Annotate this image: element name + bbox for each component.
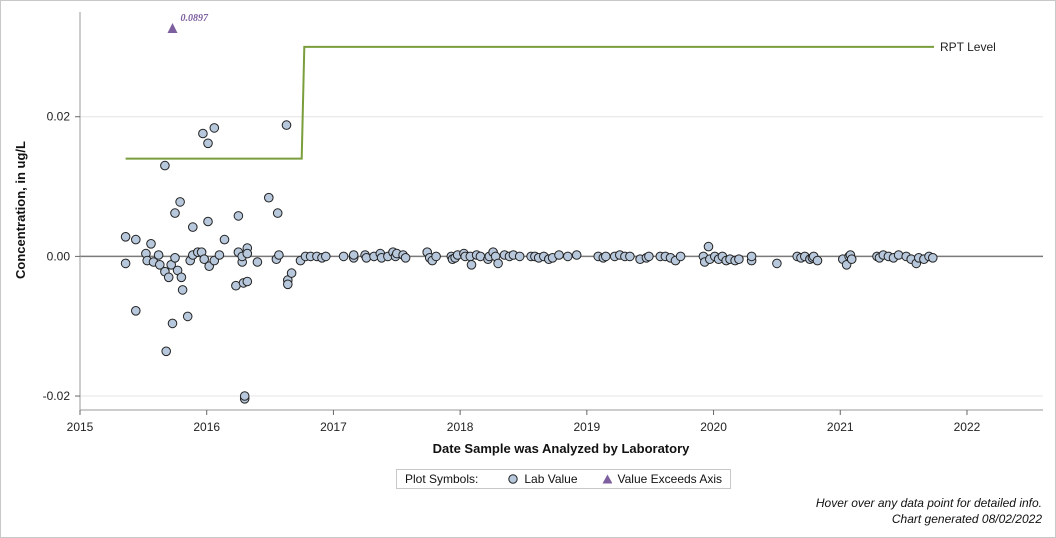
lab-value-point xyxy=(812,255,823,266)
y-axis-title: Concentration, in ug/L xyxy=(13,141,28,279)
lab-value-point xyxy=(175,197,185,207)
lab-value-point xyxy=(170,252,180,263)
x-tick-label: 2018 xyxy=(447,420,474,434)
tick-labels: -0.02 0.00 0.02 2015 2016 2017 2018 2019 2020 202… xyxy=(43,110,981,434)
y-tick-label: -0.02 xyxy=(43,389,71,403)
lab-value-point xyxy=(120,232,131,242)
lab-value-point xyxy=(734,254,744,265)
lab-value-point xyxy=(131,306,141,316)
lab-value-point xyxy=(644,251,654,262)
legend: Plot Symbols: Lab Value Value Exceeds Ax… xyxy=(396,469,732,489)
lab-value-point xyxy=(161,346,171,357)
lab-value-point xyxy=(176,272,187,283)
lab-value-point xyxy=(233,211,244,221)
axes xyxy=(75,12,1043,415)
lab-value-point xyxy=(703,241,714,252)
x-tick-label: 2017 xyxy=(320,420,347,434)
y-tick-label: 0.00 xyxy=(47,249,71,263)
lab-value-point xyxy=(348,250,359,260)
lab-value-point xyxy=(160,160,170,171)
lab-value-point xyxy=(203,216,213,227)
lab-value-point xyxy=(846,254,857,265)
lab-value-point xyxy=(198,128,208,139)
x-tick-label: 2021 xyxy=(827,420,854,434)
lab-value-point xyxy=(153,250,164,260)
x-tick-label: 2019 xyxy=(573,420,600,434)
lab-value-legend-icon xyxy=(508,474,519,484)
lab-value-point xyxy=(170,208,180,218)
lab-value-point xyxy=(286,268,297,278)
rpt-level-group: RPT Level xyxy=(125,40,996,160)
exceed-marker xyxy=(167,23,178,33)
lab-value-point xyxy=(219,234,230,245)
lab-value-point xyxy=(928,252,938,263)
lab-value-point xyxy=(601,251,611,262)
lab-value-point xyxy=(252,257,263,267)
lab-value-point xyxy=(239,391,250,401)
lab-value-point xyxy=(563,251,573,262)
lab-value-point xyxy=(242,248,253,259)
lab-value-point xyxy=(493,258,503,269)
lab-value-point xyxy=(625,251,635,262)
rpt-level-line xyxy=(125,45,934,160)
lab-value-point xyxy=(203,138,213,149)
hover-note: Hover over any data point for detailed i… xyxy=(815,496,1042,510)
lab-value-point xyxy=(146,239,156,249)
lab-value-point xyxy=(554,250,564,260)
lab-value-point xyxy=(167,318,178,329)
lab-value-point xyxy=(131,234,141,245)
lab-value-point xyxy=(199,254,209,265)
x-tick-label: 2022 xyxy=(954,420,981,434)
lab-value-point xyxy=(514,251,525,262)
exceed-legend-icon xyxy=(602,474,612,484)
lab-value-point xyxy=(772,258,782,269)
lab-value-point xyxy=(177,285,188,295)
legend-exceeds: Value Exceeds Axis xyxy=(617,472,723,486)
lab-value-point xyxy=(431,251,441,262)
lab-value-point xyxy=(281,120,292,130)
lab-value-point xyxy=(338,251,349,262)
lab-value-point xyxy=(746,251,757,262)
lab-value-point xyxy=(400,252,411,263)
lab-value-point xyxy=(163,272,174,283)
legend-title: Plot Symbols: xyxy=(405,472,479,486)
lab-value-point xyxy=(182,311,193,322)
x-tick-label: 2016 xyxy=(193,420,220,434)
lab-value-point xyxy=(242,276,253,287)
generated-note: Chart generated 08/02/2022 xyxy=(891,512,1042,526)
lab-value-point xyxy=(571,250,582,260)
lab-value-point xyxy=(120,258,131,269)
lab-value-point xyxy=(283,279,293,290)
lab-value-point xyxy=(209,123,220,133)
lab-value-point xyxy=(272,208,283,218)
exceed-label: 0.0897 xyxy=(180,13,209,24)
lab-value-point xyxy=(675,251,686,262)
x-tick-label: 2015 xyxy=(67,420,94,434)
lab-value-point xyxy=(466,260,477,270)
lab-value-point xyxy=(214,250,225,260)
data-points xyxy=(120,120,938,404)
lab-value-point xyxy=(155,260,165,270)
exceed-group: 0.0897 xyxy=(167,13,209,33)
x-tick-label: 2020 xyxy=(700,420,727,434)
lab-value-point xyxy=(321,251,331,262)
lab-value-point xyxy=(274,250,284,260)
lab-value-point xyxy=(188,222,198,232)
rpt-level-label: RPT Level xyxy=(940,40,996,54)
x-axis-title: Date Sample was Analyzed by Laboratory xyxy=(433,441,690,456)
legend-lab-value: Lab Value xyxy=(524,472,578,486)
lab-value-point xyxy=(264,192,274,203)
y-tick-label: 0.02 xyxy=(47,110,71,124)
